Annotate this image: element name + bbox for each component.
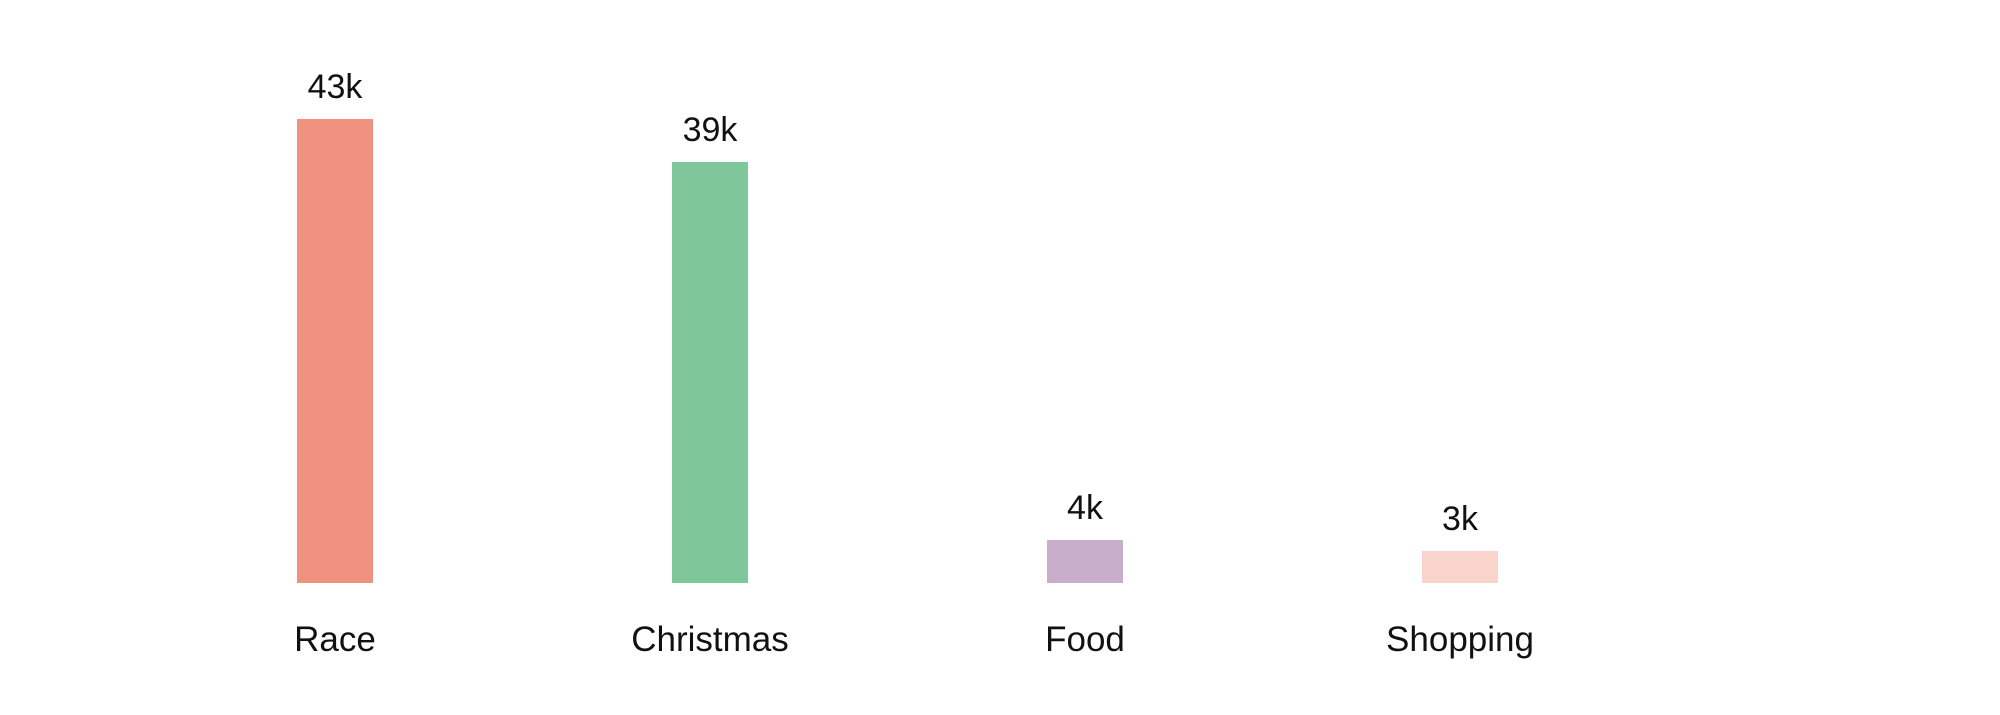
bar xyxy=(1422,550,1498,583)
value-label: 43k xyxy=(307,67,363,106)
category-label: Race xyxy=(294,620,376,659)
value-label: 4k xyxy=(1067,488,1103,527)
category-label: Food xyxy=(1045,620,1125,659)
bar-group-race: 43k Race xyxy=(148,0,523,715)
value-label: 39k xyxy=(682,110,738,149)
bar-group-christmas: 39k Christmas xyxy=(523,0,898,715)
bar-group-shopping: 3k Shopping xyxy=(1273,0,1648,715)
category-label: Shopping xyxy=(1386,620,1534,659)
value-label: 3k xyxy=(1442,499,1478,538)
bar xyxy=(1047,539,1123,583)
bar-group-food: 4k Food xyxy=(898,0,1273,715)
bar xyxy=(672,161,748,583)
bar xyxy=(297,118,373,583)
category-label: Christmas xyxy=(631,620,789,659)
